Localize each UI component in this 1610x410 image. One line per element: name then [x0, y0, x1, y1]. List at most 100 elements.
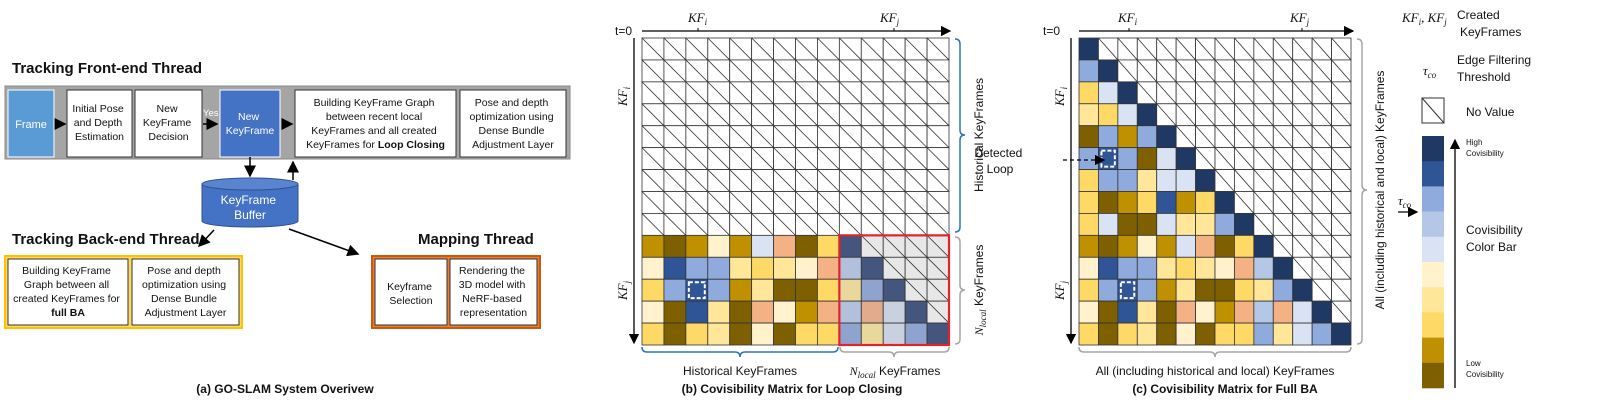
no-value-hatch [839, 59, 862, 83]
matrix-cell [1253, 322, 1274, 346]
matrix-cell [729, 234, 753, 258]
matrix-cell [707, 300, 731, 324]
no-value-hatch [751, 191, 774, 214]
matrix-cell [729, 278, 753, 302]
matrix-cell [1078, 59, 1099, 83]
no-value-hatch [839, 37, 862, 61]
no-value-hatch [729, 213, 752, 236]
new-keyframe-box [219, 89, 281, 158]
no-value-hatch [882, 191, 906, 214]
no-value-hatch [1311, 257, 1332, 280]
no-value-hatch [1331, 37, 1352, 61]
matrix-cell [1331, 322, 1352, 346]
no-value-hatch [861, 125, 884, 148]
matrix-cell [1117, 256, 1138, 280]
no-value-hatch [1311, 147, 1332, 170]
matrix-cell [1078, 103, 1099, 127]
matrix-cell [1117, 234, 1138, 258]
no-value-hatch [729, 37, 752, 61]
no-value-hatch [1331, 213, 1352, 236]
no-value-hatch [707, 37, 730, 61]
no-value-hatch [1331, 235, 1352, 258]
matrix-cell [1195, 169, 1216, 192]
matrix-cell [1272, 322, 1294, 346]
no-value-hatch [795, 147, 818, 170]
matrix-cell [751, 300, 774, 324]
no-value-hatch [729, 147, 752, 170]
matrix-cell [641, 234, 665, 258]
frame-label: Frame [15, 119, 47, 131]
matrix-cell [751, 322, 774, 346]
matrix-cell [860, 278, 884, 302]
matrix-cell [795, 234, 818, 258]
kfi-top-label: KFi [1117, 10, 1138, 27]
panel-c-full-ba: t=0 KFi KFj KFi KFj Detected Loop All (i… [974, 10, 1387, 396]
no-value-hatch [926, 81, 950, 105]
panel-a-system-overview: Tracking Front-end Thread Frame Initial … [4, 60, 571, 396]
no-value-hatch [729, 59, 752, 83]
no-value-hatch [1292, 235, 1313, 258]
no-value-hatch [729, 81, 752, 105]
no-value-hatch [773, 81, 796, 105]
high-covisibility-label: High Covisibility [1466, 138, 1504, 158]
no-value-hatch [1292, 191, 1313, 214]
matrix-cell [641, 322, 665, 346]
no-value-hatch [1292, 257, 1313, 280]
no-value-hatch [641, 37, 665, 61]
no-value-hatch [839, 125, 862, 148]
no-value-hatch [882, 59, 906, 83]
no-value-hatch [1272, 191, 1294, 214]
initial-pose-box [66, 89, 133, 158]
colorbar-swatch [1422, 362, 1444, 389]
matrix-cell [1175, 191, 1196, 214]
colorbar-label: Covisibility Color Bar [1466, 223, 1526, 254]
matrix-cell [1195, 300, 1216, 324]
matrix-cell [1136, 103, 1158, 127]
brace-all-right [1356, 38, 1368, 345]
no-value-hatch [861, 169, 884, 192]
matrix-cell [1195, 234, 1216, 258]
matrix-cell [729, 322, 753, 346]
matrix-cell [751, 234, 774, 258]
no-value-hatch [1331, 81, 1352, 105]
no-value-hatch [1175, 81, 1196, 105]
matrix-cell [1175, 300, 1196, 324]
no-value-hatch [1331, 300, 1352, 324]
matrix-cell [1272, 278, 1294, 302]
no-value-hatch [904, 81, 928, 105]
kfj-left-label: KFj [615, 280, 632, 301]
t0-label: t=0 [1043, 24, 1060, 38]
matrix-cell [1156, 234, 1177, 258]
matrix-cell [1292, 278, 1313, 302]
no-value-hatch [1253, 169, 1274, 192]
matrix-cell [1136, 278, 1158, 302]
matrix-cell [1117, 169, 1138, 192]
matrix-cell [1234, 234, 1255, 258]
colorbar-swatch [1422, 287, 1444, 313]
matrix-cell [1136, 256, 1158, 280]
no-value-hatch [1117, 37, 1138, 61]
no-value-hatch [795, 213, 818, 236]
matrix-cell [1156, 300, 1177, 324]
colorbar-swatch [1422, 211, 1444, 238]
matrix-cell [1311, 322, 1332, 346]
matrix-cell [882, 322, 906, 346]
no-value-hatch [795, 37, 818, 61]
kfj-left-label: KFj [1052, 280, 1069, 301]
no-value-hatch [882, 37, 906, 61]
covisibility-matrix-c [1078, 37, 1352, 346]
matrix-cell [1234, 322, 1255, 346]
matrix-cell [838, 234, 862, 258]
no-value-hatch [817, 81, 840, 105]
matrix-cell [1136, 234, 1158, 258]
kfi-top-label: KFi [687, 10, 708, 27]
matrix-cell [641, 278, 665, 302]
matrix-cell [773, 300, 796, 324]
no-value-hatch [817, 59, 840, 83]
matrix-cell [817, 278, 840, 302]
matrix-cell [1098, 234, 1119, 258]
pose-optimization-box [459, 89, 567, 158]
no-value-hatch [926, 147, 950, 170]
no-value-hatch [1234, 81, 1255, 105]
no-value-hatch [795, 125, 818, 148]
